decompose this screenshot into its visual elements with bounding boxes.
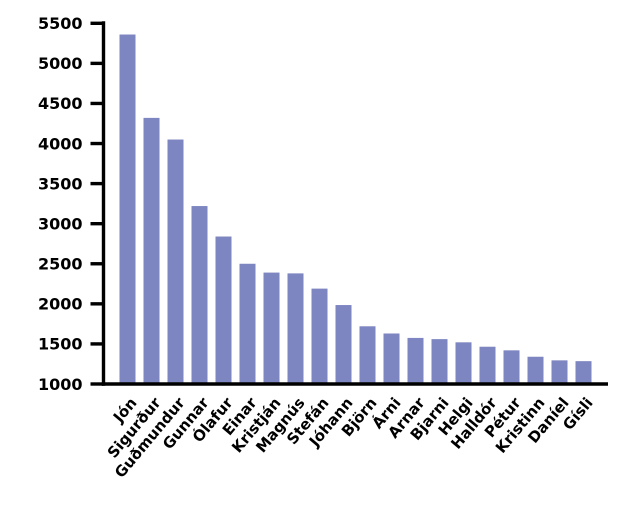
bar-Gísli [575,361,592,384]
bar-Magnús [287,273,304,384]
bar-Halldór [479,346,496,384]
bar-Kristján [263,272,280,384]
y-tick-label: 4000 [38,134,83,153]
bar-Sigurður [143,117,160,385]
bar-Arnar [407,337,424,384]
bar-Helgi [455,342,472,384]
bar-Jóhann [335,305,352,384]
y-tick-label: 4500 [38,94,83,113]
bar-Ólafur [215,236,232,384]
bar-Jón [119,34,136,384]
bar-Daníel [551,360,568,384]
y-tick-label: 1500 [38,335,83,354]
bar-Gunnar [191,206,208,384]
y-tick-label: 3000 [38,214,83,233]
y-tick-label: 2000 [38,295,83,314]
bar-Stefán [311,288,328,384]
bar-Árni [383,333,400,384]
y-tick-label: 3500 [38,174,83,193]
bar-Bjarni [431,339,448,384]
y-tick-label: 1000 [38,375,83,394]
y-tick-label: 5500 [38,14,83,33]
y-tick-label: 2500 [38,255,83,274]
bar-Björn [359,326,376,384]
bar-Einar [239,263,256,384]
y-tick-label: 5000 [38,54,83,73]
bar-Guðmundur [167,139,184,384]
bar-Kristinn [527,356,544,384]
bar-Pétur [503,350,520,384]
